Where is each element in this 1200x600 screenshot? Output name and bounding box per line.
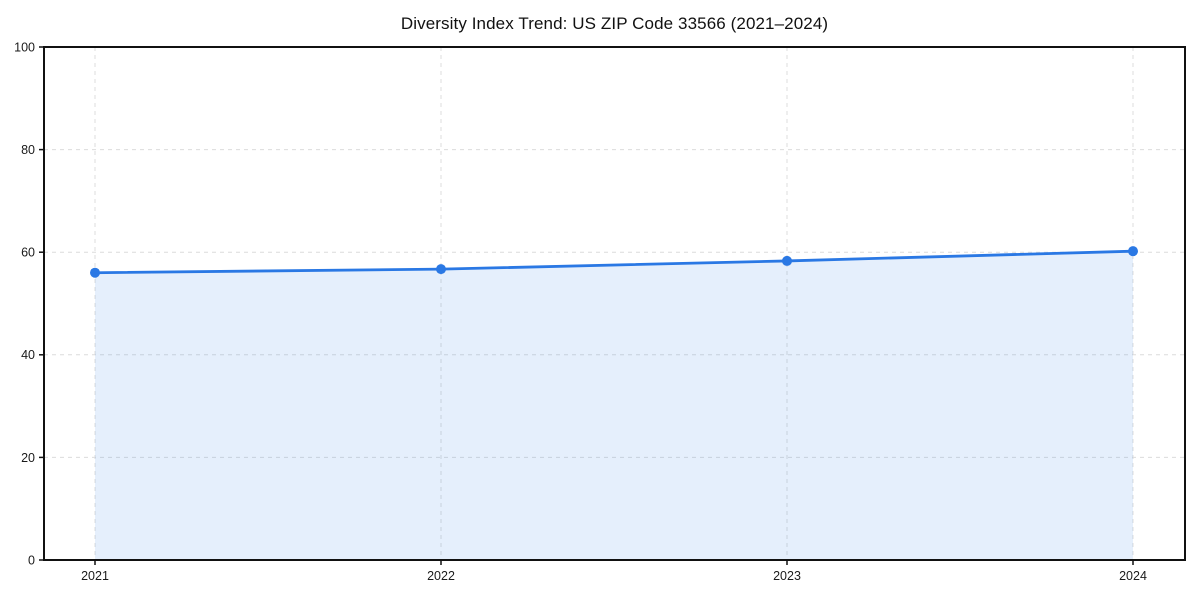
y-tick-label: 0 <box>28 553 35 567</box>
data-point-2023 <box>782 255 792 266</box>
y-tick-label: 60 <box>21 246 35 260</box>
y-tick-label: 20 <box>21 451 35 465</box>
axes-layer: 0 20 40 60 80 100 2021 2022 2023 2024 <box>14 40 1147 583</box>
plot-border <box>43 46 1186 561</box>
x-tick-label: 2023 <box>773 569 801 583</box>
y-tick-label: 100 <box>14 40 35 54</box>
trend-line <box>93 249 1135 275</box>
data-point-2024 <box>1128 246 1138 257</box>
y-tick-label: 40 <box>21 348 35 362</box>
data-point-2022 <box>436 264 446 275</box>
x-tick-label: 2021 <box>81 569 109 583</box>
markers-layer <box>90 246 1138 278</box>
x-tick-label: 2024 <box>1119 569 1147 583</box>
area-fill <box>95 251 1133 560</box>
chart-title: Diversity Index Trend: US ZIP Code 33566… <box>400 14 829 33</box>
y-tick-label: 80 <box>21 143 35 157</box>
x-tick-label: 2022 <box>427 569 455 583</box>
data-point-2021 <box>90 267 100 278</box>
